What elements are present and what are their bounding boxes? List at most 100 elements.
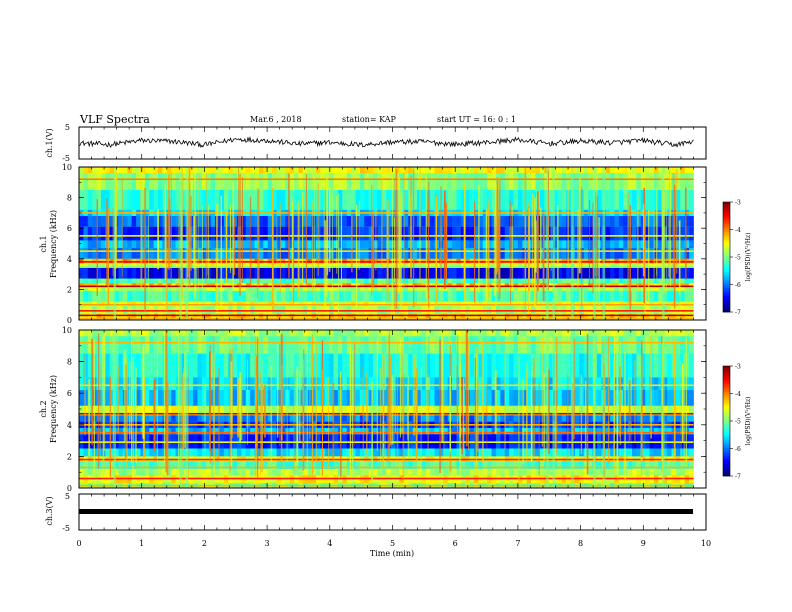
spectrogram-cell <box>640 448 646 457</box>
spectrogram-cell <box>307 330 313 337</box>
spectrogram-cell <box>140 226 146 241</box>
spectrogram-cell <box>355 290 361 302</box>
spectrogram-cell <box>403 390 409 406</box>
spectrogram-cell <box>79 283 84 288</box>
spectrogram-cell <box>109 330 115 337</box>
spectrogram-cell <box>254 278 260 284</box>
spectrogram-cell <box>465 283 471 288</box>
spectrogram-cell <box>351 226 356 241</box>
spectrogram-cell <box>109 290 115 302</box>
spectrogram-cell <box>645 313 650 320</box>
spectrogram-cell <box>452 248 457 259</box>
spectrogram-cell <box>368 353 374 378</box>
spectrogram-cell <box>517 226 523 241</box>
spectrogram-cell <box>645 448 650 457</box>
spectrogram-cell <box>618 263 624 267</box>
spectrogram-cell <box>193 405 198 416</box>
spectrogram-cell <box>219 167 225 174</box>
spectrogram-streak <box>305 174 307 287</box>
spectrogram-cell <box>351 330 356 337</box>
spectrogram-cell <box>667 461 672 470</box>
spectrogram-cell <box>671 377 677 391</box>
spectrogram-cell <box>329 263 334 267</box>
spectrogram-cell <box>561 313 567 320</box>
spectrogram-cell <box>197 226 203 241</box>
spectrogram-cell <box>658 405 664 416</box>
spectrogram-cell <box>329 290 334 302</box>
spectrogram-cell <box>302 461 308 470</box>
spectrogram-cell <box>197 287 203 291</box>
spectrogram-cell <box>548 353 554 378</box>
spectrogram-cell <box>574 353 580 378</box>
spectrogram-cell <box>500 469 506 476</box>
spectrogram-cell <box>434 377 440 391</box>
spectrogram-cell <box>460 336 466 354</box>
spectrogram-cell <box>465 263 471 267</box>
spectrogram-cell <box>144 330 150 337</box>
spectrogram-cell <box>632 267 637 279</box>
spectrogram-cell <box>83 448 89 457</box>
spectrogram-cell <box>605 215 611 227</box>
spectrogram-cell <box>517 336 523 354</box>
spectrogram-cell <box>136 226 141 241</box>
spectrogram-cell <box>250 427 255 435</box>
spectrogram-cell <box>390 283 396 288</box>
spectrogram-cell <box>495 427 501 435</box>
spectrogram-cell <box>443 290 449 302</box>
spectrogram-cell <box>193 448 198 457</box>
spectrogram-cell <box>469 226 475 241</box>
spectrogram-cell <box>153 448 159 457</box>
spectrogram-cell <box>658 415 664 422</box>
spectrogram-cell <box>561 283 567 288</box>
spectrogram-cell <box>588 469 593 476</box>
spectrogram-cell <box>399 336 405 354</box>
spectrogram-cell <box>373 283 378 288</box>
spectrogram-cell <box>623 189 629 210</box>
spectrogram-cell <box>96 226 102 241</box>
spectrogram-cell <box>416 173 422 190</box>
spectrogram-cell <box>557 287 563 291</box>
spectrogram-cell <box>359 167 365 174</box>
spectrogram-cell <box>298 330 304 337</box>
spectrogram-cell <box>447 248 453 259</box>
spectrogram-cell <box>302 448 308 457</box>
spectrogram-cell <box>430 263 435 267</box>
spectrogram-cell <box>355 427 361 435</box>
spectrogram-cell <box>416 313 422 320</box>
spectrogram-cell <box>201 278 207 284</box>
spectrogram-cell <box>79 248 84 259</box>
spectrogram-cell <box>403 189 409 210</box>
spectrogram-cell <box>390 461 396 470</box>
spectrogram-cell <box>87 353 93 378</box>
spectrogram-cell <box>487 167 492 174</box>
spectrogram-cell <box>206 390 212 406</box>
spectrogram-cell <box>316 469 321 476</box>
spectrogram-cell <box>526 448 532 457</box>
spectrogram-cell <box>390 240 396 249</box>
spectrogram-cell <box>329 390 334 406</box>
spectrogram-cell <box>114 405 119 416</box>
spectrogram-cell <box>232 469 238 476</box>
spectrogram-cell <box>267 469 273 476</box>
spectrogram-cell <box>197 330 203 337</box>
spectrogram-cell <box>127 226 133 241</box>
spectrogram-cell <box>386 287 392 291</box>
spectrogram-cell <box>561 290 567 302</box>
spectrogram-cell <box>329 427 334 435</box>
spectrogram-cell <box>364 283 370 288</box>
spectrogram-cell <box>250 226 255 241</box>
spectrogram-cell <box>114 330 119 337</box>
spectrogram-cell <box>452 267 457 279</box>
spectrogram-cell <box>539 226 545 241</box>
spectrogram-cell <box>136 390 141 406</box>
spectrogram-cell <box>386 173 392 190</box>
spectrogram-cell <box>438 313 444 320</box>
spectrogram-cell <box>684 427 690 435</box>
spectrogram-cell <box>430 330 435 337</box>
spectrogram-cell <box>276 283 282 288</box>
spectrogram-cell <box>614 167 620 174</box>
spectrogram-cell <box>618 313 624 320</box>
y-tick-label: 8 <box>67 194 72 203</box>
spectrogram-cell <box>636 377 642 391</box>
spectrogram-cell <box>285 469 291 476</box>
